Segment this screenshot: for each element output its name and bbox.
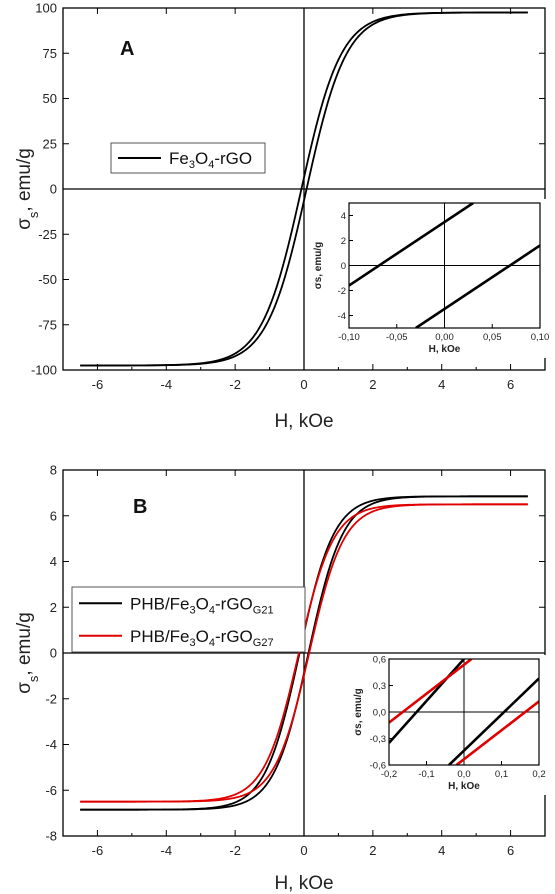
x-tick-label: -2 bbox=[229, 377, 241, 392]
y-tick-label: -8 bbox=[45, 829, 57, 844]
inset-y-tick-label: -2 bbox=[338, 286, 346, 297]
inset-y-axis-label: σs, emu/g bbox=[313, 242, 324, 289]
inset-y-tick-label: 0,6 bbox=[373, 655, 386, 666]
panel-label: A bbox=[120, 38, 134, 60]
inset-y-axis-label: σs, emu/g bbox=[353, 688, 364, 735]
x-tick-label: 6 bbox=[507, 843, 514, 858]
inset-line-1 bbox=[389, 659, 473, 724]
y-tick-label: -6 bbox=[45, 783, 57, 798]
y-tick-label: 75 bbox=[43, 46, 57, 61]
panel-b-chart: -6 -4 -2 0 2 4 6 -8 -6 -4 -2 0 2 4 6 8 H, kOe σs, emu/g B P… bbox=[14, 463, 547, 894]
x-tick-label: 4 bbox=[438, 377, 445, 392]
legend-label: PHB/Fe3O4-rGOG27 bbox=[130, 627, 274, 649]
inset-x-tick-label: 0,00 bbox=[435, 332, 454, 343]
inset-x-tick-label: 0,0 bbox=[457, 769, 470, 780]
legend-box bbox=[71, 586, 306, 653]
series-0-branch-descending bbox=[80, 11, 528, 367]
inset-chart: -0,10 -0,05 0,00 0,05 0,10 -4 -2 0 2 4 H, kOe σs, e… bbox=[309, 199, 549, 358]
inset-y-tick-label: 2 bbox=[341, 236, 346, 247]
y-tick-label: 4 bbox=[50, 554, 57, 569]
y-tick-label: -2 bbox=[45, 691, 57, 706]
x-tick-label: 2 bbox=[369, 377, 376, 392]
x-tick-label: 0 bbox=[300, 377, 307, 392]
inset-x-tick-label: -0,1 bbox=[418, 769, 434, 780]
inset-line-0 bbox=[349, 203, 474, 287]
inset-x-tick-label: -0,05 bbox=[386, 332, 408, 343]
y-tick-label: 6 bbox=[50, 508, 57, 523]
x-axis-label: H, kOe bbox=[274, 873, 333, 894]
y-axis-label: σs, emu/g bbox=[14, 148, 41, 230]
panel-label: B bbox=[133, 496, 147, 518]
inset-chart: -0,2 -0,1 0,0 0,1 0,2 -0,6 -0,3 0,0 0,3 0,6 H, kOe… bbox=[349, 655, 547, 795]
panel-a-chart: -6 -4 -2 0 2 4 6 -100 -75 -50 -25 0 25 50 75 100 H, kOe σ… bbox=[14, 1, 549, 433]
inset-x-tick-label: 0,2 bbox=[532, 769, 545, 780]
inset-y-tick-label: -4 bbox=[338, 311, 346, 322]
inset-y-tick-label: -0,6 bbox=[370, 761, 386, 772]
inset-line-2 bbox=[448, 677, 539, 765]
y-tick-label: -100 bbox=[31, 363, 57, 378]
x-tick-label: 0 bbox=[300, 843, 307, 858]
y-tick-label: 100 bbox=[35, 1, 57, 16]
x-tick-label: -4 bbox=[161, 843, 173, 858]
y-tick-label: 0 bbox=[50, 646, 57, 661]
inset-x-axis-label: H, kOe bbox=[429, 344, 461, 355]
inset-y-tick-label: 0,0 bbox=[373, 708, 386, 719]
y-tick-label: -50 bbox=[38, 272, 57, 287]
y-axis-label: σs, emu/g bbox=[14, 612, 41, 694]
inset-x-tick-label: -0,10 bbox=[338, 332, 360, 343]
inset-x-tick-label: -0,2 bbox=[381, 769, 397, 780]
inset-y-tick-label: 0,3 bbox=[373, 681, 386, 692]
y-tick-label: -4 bbox=[45, 737, 57, 752]
y-tick-label: -75 bbox=[38, 317, 57, 332]
inset-y-tick-label: 0 bbox=[341, 261, 346, 272]
inset-y-tick-label: -0,3 bbox=[370, 734, 386, 745]
x-axis-label: H, kOe bbox=[274, 411, 333, 432]
x-tick-label: 4 bbox=[438, 843, 445, 858]
inset-x-tick-label: 0,10 bbox=[531, 332, 550, 343]
inset-x-axis-label: H, kOe bbox=[448, 781, 480, 792]
x-tick-label: -2 bbox=[229, 843, 241, 858]
legend-label: Fe3O4-rGO bbox=[169, 149, 252, 171]
y-tick-label: 2 bbox=[50, 600, 57, 615]
x-tick-label: 6 bbox=[507, 377, 514, 392]
y-tick-label: 25 bbox=[43, 136, 57, 151]
x-tick-label: -4 bbox=[161, 377, 173, 392]
inset-line-3 bbox=[455, 700, 539, 765]
x-tick-label: -6 bbox=[92, 377, 104, 392]
inset-x-tick-label: 0,1 bbox=[495, 769, 508, 780]
inset-y-tick-label: 4 bbox=[341, 211, 346, 222]
x-tick-label: 2 bbox=[369, 843, 376, 858]
y-tick-label: -25 bbox=[38, 227, 57, 242]
y-tick-label: 50 bbox=[43, 91, 57, 106]
y-tick-label: 0 bbox=[50, 182, 57, 197]
inset-line-1 bbox=[415, 244, 540, 328]
y-tick-label: 8 bbox=[50, 463, 57, 478]
x-tick-label: -6 bbox=[92, 843, 104, 858]
legend-label: PHB/Fe3O4-rGOG21 bbox=[130, 594, 274, 616]
inset-x-tick-label: 0,05 bbox=[483, 332, 502, 343]
